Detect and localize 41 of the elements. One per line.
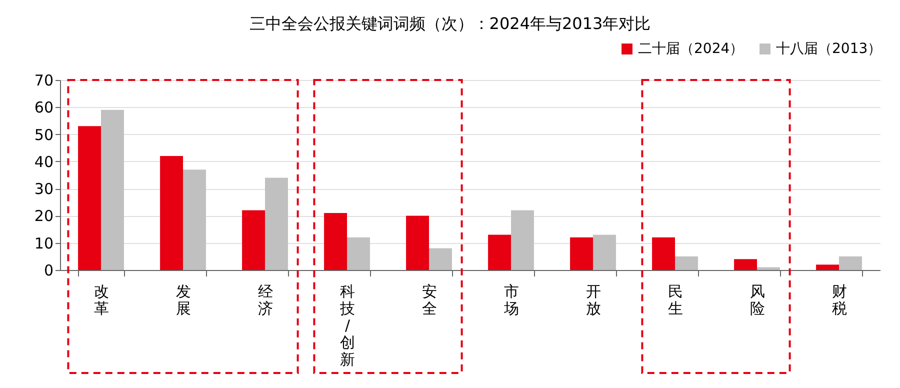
bar — [101, 110, 124, 270]
bar — [839, 256, 862, 270]
x-tick-label: 开放 — [586, 282, 601, 318]
bar — [406, 216, 429, 270]
x-tick-label: 经济 — [258, 282, 273, 318]
bar — [734, 259, 757, 270]
bar — [242, 210, 265, 270]
y-tick-label: 0 — [44, 262, 54, 280]
x-tick-label: 安全 — [422, 282, 437, 318]
bar — [429, 248, 452, 270]
bar — [265, 178, 288, 270]
bar — [488, 234, 511, 270]
bar — [652, 237, 675, 270]
x-tick-label: 改革 — [94, 282, 109, 318]
x-tick-label: 市场 — [503, 282, 519, 318]
x-tick-label: 民生 — [668, 282, 683, 318]
bar — [570, 237, 593, 270]
y-tick-label: 10 — [34, 234, 54, 252]
x-tick-label: 发展 — [176, 282, 191, 318]
bar — [816, 264, 839, 270]
chart-title: 三中全会公报关键词词频（次）：2024年与2013年对比 — [248, 14, 652, 35]
bar — [757, 267, 780, 270]
bar — [675, 256, 698, 270]
y-tick-label: 20 — [34, 207, 54, 226]
x-tick-label: 风险 — [750, 282, 765, 318]
x-tick-label: 财税 — [832, 282, 847, 318]
legend-label: 二十届（2024） — [638, 41, 744, 57]
y-tick-label: 40 — [34, 152, 54, 171]
bar — [511, 210, 534, 270]
y-tick-label: 30 — [34, 180, 54, 198]
bar — [183, 170, 206, 270]
y-tick-label: 70 — [34, 72, 54, 90]
bar — [347, 237, 370, 270]
bar — [324, 213, 347, 270]
bar — [78, 126, 101, 270]
y-tick-label: 50 — [34, 126, 54, 144]
bar — [160, 156, 183, 270]
bar — [593, 234, 616, 270]
x-tick-label: 科技/创新 — [339, 282, 355, 368]
y-tick-label: 60 — [34, 98, 54, 117]
legend-label: 十八届（2013） — [776, 41, 882, 57]
